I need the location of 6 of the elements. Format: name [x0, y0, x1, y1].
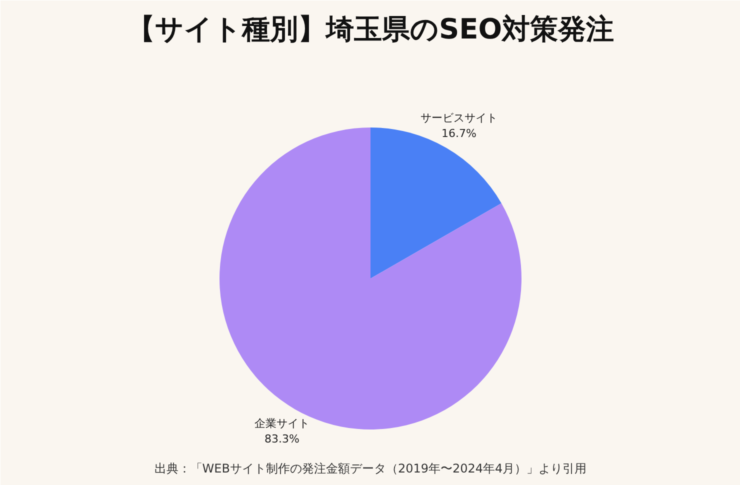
data-label: 83.3%: [264, 432, 300, 446]
slice-label: 企業サイト: [254, 417, 310, 430]
slice-label: サービスサイト: [420, 111, 498, 124]
source-note: 出典：「WEBサイト制作の発注金額データ（2019年〜2024年4月）」より引用: [154, 462, 587, 476]
chart-title: 【サイト種別】埼玉県のSEO対策発注: [126, 12, 614, 46]
data-label: 16.7%: [442, 126, 476, 140]
